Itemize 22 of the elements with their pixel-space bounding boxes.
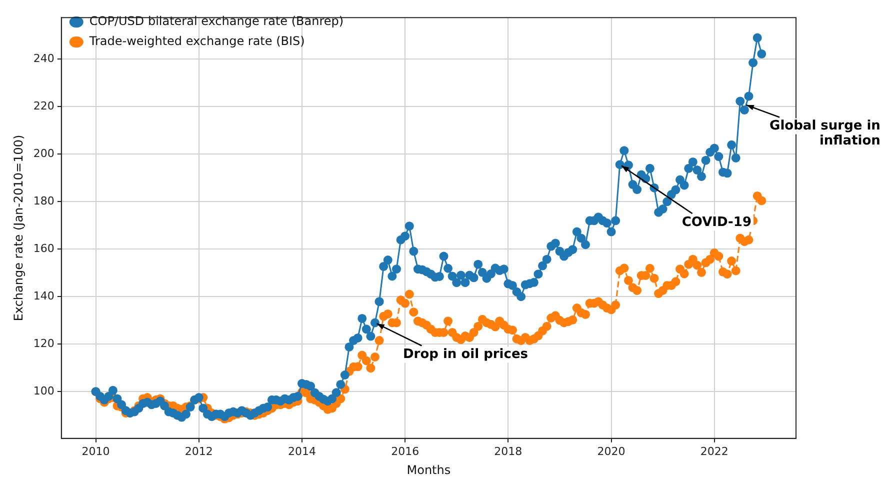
x-tick-label: 2020 — [597, 444, 626, 458]
x-tick-label: 2018 — [494, 444, 522, 458]
x-tick-label: 2010 — [82, 444, 110, 458]
x-tick-label: 2022 — [700, 444, 728, 458]
legend-label: COP/USD bilateral exchange rate (Banrep) — [89, 14, 344, 28]
y-tick-label: 180 — [33, 194, 54, 208]
y-tick-label: 240 — [33, 52, 54, 66]
x-tick-label: 2016 — [391, 444, 420, 458]
annotation: Global surge in inflation — [770, 118, 880, 149]
y-tick-label: 200 — [33, 147, 54, 160]
legend-label: Trade-weighted exchange rate (BIS) — [88, 34, 305, 48]
annotation: COVID-19 — [682, 214, 752, 230]
y-tick-label: 220 — [33, 100, 54, 113]
y-tick-label: 160 — [33, 242, 54, 255]
y-tick-label: 140 — [33, 289, 54, 302]
y-tick-label: 120 — [33, 336, 54, 350]
y-tick-label: 100 — [33, 384, 54, 398]
annotation: Drop in oil prices — [403, 347, 528, 362]
x-tick-label: 2014 — [288, 444, 316, 458]
x-axis-title: Months — [406, 462, 451, 477]
y-axis-title: Exchange rate (Jan-2010=100) — [11, 134, 26, 322]
x-tick-label: 2012 — [184, 444, 213, 458]
